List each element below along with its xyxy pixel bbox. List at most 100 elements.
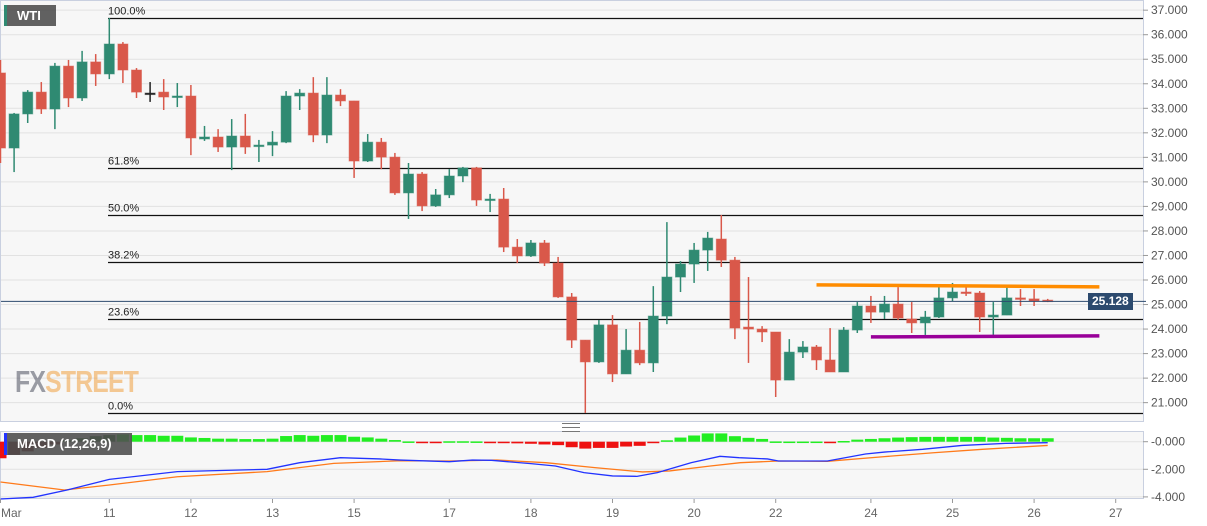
macd-histogram-bar <box>715 433 728 442</box>
candle-body <box>865 305 877 313</box>
candle-body <box>715 238 727 261</box>
candle-body <box>471 167 482 201</box>
candle-body <box>307 92 319 136</box>
candle-body <box>933 297 945 318</box>
macd-histogram-bar <box>851 439 864 442</box>
y-tick-label: 23.000 <box>1151 347 1188 361</box>
candle-body <box>131 69 142 93</box>
macd-histogram-bar <box>0 441 7 459</box>
time-axis[interactable]: Mar 11 12 13 15 17 18 19 20 22 24 25 26 27 <box>0 499 1123 520</box>
macd-histogram-bar <box>212 438 225 442</box>
candles <box>0 18 1054 413</box>
macd-histogram-bar <box>552 441 565 446</box>
macd-histogram-bar <box>524 441 537 444</box>
y-tick-label: 36.000 <box>1151 28 1188 42</box>
candle-body <box>743 326 754 330</box>
macd-histogram-bar <box>348 436 361 442</box>
candle-body <box>0 72 6 149</box>
y-tick-label: 35.000 <box>1151 52 1188 66</box>
y-tick-label: 27.000 <box>1151 248 1188 262</box>
candle-body <box>620 349 632 375</box>
macd-histogram-bar <box>824 441 837 444</box>
candle-body <box>443 175 455 196</box>
candle-body <box>239 135 251 148</box>
x-tick-label: 19 <box>606 506 620 520</box>
y-tick-label: 26.000 <box>1151 273 1188 287</box>
macd-histogram-bar <box>171 435 184 442</box>
candle-body <box>511 246 523 257</box>
macd-histogram-bar <box>416 441 429 444</box>
price-panel <box>0 0 1144 422</box>
candle-body <box>634 349 646 364</box>
x-tick-label: 26 <box>1027 506 1041 520</box>
y-tick-label: 33.000 <box>1151 101 1188 115</box>
macd-histogram-bar <box>130 435 143 442</box>
macd-histogram-bar <box>144 435 157 442</box>
macd-histogram-bar <box>375 438 388 442</box>
macd-histogram-bar <box>742 437 755 442</box>
fib-level-label: 23.6% <box>108 307 139 319</box>
candle-body <box>919 316 931 324</box>
macd-histogram-bar <box>919 436 932 442</box>
x-tick-label: 17 <box>443 506 457 520</box>
macd-histogram-bar <box>728 436 741 442</box>
macd-histogram-bar <box>633 441 646 446</box>
candle-body <box>212 136 224 148</box>
candle-body <box>947 291 958 299</box>
candle-body <box>158 91 170 98</box>
macd-histogram-bar <box>783 441 796 444</box>
candle-body <box>280 95 292 143</box>
x-tick-label: Mar <box>1 506 22 520</box>
candle-body <box>838 329 850 373</box>
y-tick-label: 29.000 <box>1151 199 1188 213</box>
y-tick-label: 25.000 <box>1151 298 1188 312</box>
candle-body <box>1015 297 1026 300</box>
watermark-part2: STREET <box>45 364 139 399</box>
candle-body <box>90 61 102 75</box>
fib-level-label: 0.0% <box>108 401 133 413</box>
y-tick-label: 31.000 <box>1151 150 1188 164</box>
candle-body <box>416 173 428 207</box>
x-tick-label: 27 <box>1109 506 1123 520</box>
candle-body <box>675 263 686 278</box>
macd-histogram-bar <box>688 435 701 442</box>
macd-histogram-bar <box>565 441 578 448</box>
y-tick-label: 24.000 <box>1151 322 1188 336</box>
macd-histogram-bar <box>579 441 592 449</box>
macd-histogram-bar <box>184 437 197 442</box>
candle-body <box>253 144 265 148</box>
macd-histogram-bar <box>932 436 945 442</box>
candle-body <box>906 318 918 324</box>
x-tick-label: 13 <box>266 506 280 520</box>
macd-histogram-bar <box>701 433 714 442</box>
candle-body <box>851 305 863 331</box>
x-tick-label: 11 <box>103 506 116 520</box>
macd-histogram-bar <box>946 436 959 442</box>
x-tick-label: 24 <box>864 506 878 520</box>
macd-histogram-bar <box>660 440 673 442</box>
candle-body <box>63 65 74 99</box>
macd-histogram-bar <box>1028 438 1041 442</box>
candle-body <box>389 156 401 194</box>
candle-body <box>498 198 510 248</box>
y-tick-label: 22.000 <box>1151 371 1188 385</box>
fib-level-label: 100.0% <box>108 6 146 18</box>
trendlines <box>816 283 1100 339</box>
y-tick-label: 28.000 <box>1151 224 1188 238</box>
macd-histogram-bar <box>620 441 633 447</box>
candle-body <box>49 65 61 110</box>
macd-histogram-bar <box>538 441 551 445</box>
y-tick-label: 37.000 <box>1151 3 1188 17</box>
candle-body <box>824 359 836 373</box>
price-axis[interactable]: 37.000 36.000 35.000 34.000 33.000 32.000 31.0… <box>1143 3 1188 410</box>
candle-body <box>430 194 442 207</box>
macd-histogram-bar <box>293 435 306 442</box>
candle-body <box>267 141 278 146</box>
panel-resize-handle[interactable] <box>562 423 580 432</box>
y-tick-label: 34.000 <box>1151 77 1188 91</box>
candle-body <box>539 242 550 264</box>
x-tick-label: 20 <box>687 506 701 520</box>
macd-histogram-bar <box>198 437 211 442</box>
candle-body <box>8 113 20 149</box>
